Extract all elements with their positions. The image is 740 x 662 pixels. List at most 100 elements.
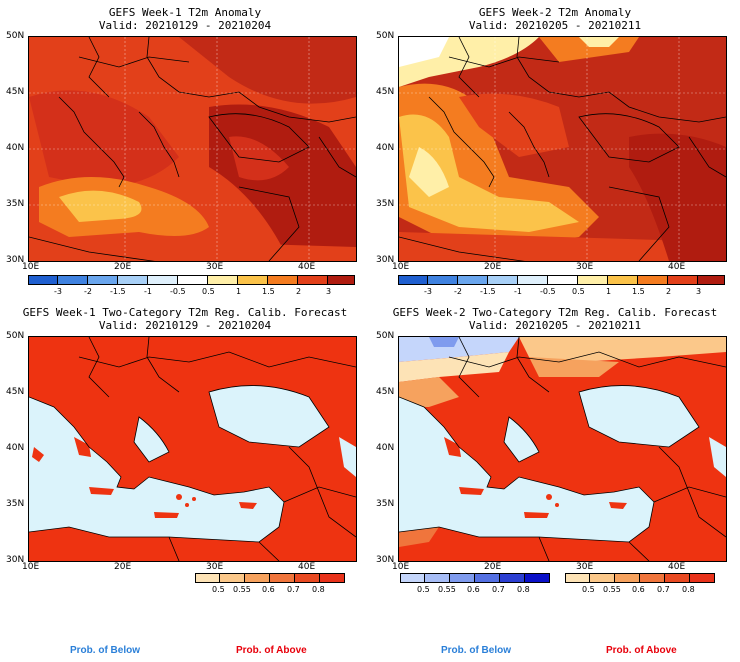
anomaly-map <box>28 36 357 262</box>
lat-label: 50N <box>6 31 25 41</box>
lat-label: 45N <box>6 387 25 397</box>
colorbar-swatch <box>398 275 428 285</box>
colorbar-label: 0.7 <box>287 585 300 594</box>
panel-week1-anomaly: GEFS Week-1 T2m Anomaly Valid: 20210129 … <box>0 0 370 330</box>
prob-below-label: Prob. of Below <box>441 645 511 656</box>
colorbar-label: 2 <box>666 287 672 296</box>
panel-week2-probability: GEFS Week-2 Two-Category T2m Reg. Calib.… <box>370 300 740 630</box>
colorbar-swatch <box>500 573 525 583</box>
colorbar-label: 0.5 <box>572 287 585 296</box>
lat-label: 50N <box>6 331 25 341</box>
colorbar-swatch <box>28 275 58 285</box>
colorbar-label: -1 <box>144 287 152 296</box>
colorbar-label: 0.7 <box>492 585 505 594</box>
colorbar-label: -2 <box>84 287 92 296</box>
lat-label: 40N <box>6 443 25 453</box>
colorbar-swatch <box>298 275 328 285</box>
colorbar-label: -1.5 <box>480 287 496 296</box>
colorbar-swatch <box>690 573 715 583</box>
colorbar-label: -0.5 <box>540 287 556 296</box>
colorbar-label: 3 <box>326 287 332 296</box>
colorbar-swatch <box>400 573 425 583</box>
lon-label: 20E <box>484 262 502 272</box>
colorbar-label: 0.7 <box>657 585 670 594</box>
lon-label: 10E <box>22 262 40 272</box>
colorbar-label: 0.6 <box>262 585 275 594</box>
lat-label: 40N <box>6 143 25 153</box>
colorbar-label: -3 <box>424 287 432 296</box>
lat-label: 50N <box>376 331 395 341</box>
panel-title: GEFS Week-2 T2m Anomaly <box>478 6 632 19</box>
lat-label: 30N <box>6 255 25 265</box>
lon-label: 40E <box>668 262 686 272</box>
lon-label: 10E <box>22 562 40 572</box>
lon-label: 30E <box>576 562 594 572</box>
panel-valid-dates: Valid: 20210129 - 20210204 <box>98 319 272 332</box>
prob-above-label: Prob. of Above <box>606 645 677 656</box>
colorbar-swatch <box>245 573 270 583</box>
lon-label: 20E <box>114 562 132 572</box>
lat-label: 40N <box>376 443 395 453</box>
lon-label: 10E <box>392 562 410 572</box>
colorbar-label: 0.55 <box>233 585 251 594</box>
colorbar-label: 0.55 <box>603 585 621 594</box>
colorbar-label: 1 <box>236 287 242 296</box>
colorbar-swatch <box>698 275 725 285</box>
colorbar-swatch <box>268 275 298 285</box>
lat-label: 30N <box>6 555 25 565</box>
colorbar-swatch <box>525 573 550 583</box>
lon-label: 40E <box>298 562 316 572</box>
anomaly-colorbar <box>398 275 725 285</box>
colorbar-swatch <box>450 573 475 583</box>
lat-label: 30N <box>376 555 395 565</box>
prob-above-colorbar <box>195 573 345 583</box>
colorbar-swatch <box>518 275 548 285</box>
prob-below-label: Prob. of Below <box>70 645 140 656</box>
colorbar-swatch <box>270 573 295 583</box>
lon-label: 20E <box>484 562 502 572</box>
colorbar-swatch <box>458 275 488 285</box>
colorbar-label: 0.8 <box>312 585 325 594</box>
colorbar-label: 0.5 <box>212 585 225 594</box>
colorbar-swatch <box>178 275 208 285</box>
colorbar-swatch <box>88 275 118 285</box>
colorbar-swatch <box>238 275 268 285</box>
lat-label: 40N <box>376 143 395 153</box>
colorbar-label: 0.55 <box>438 585 456 594</box>
lat-label: 35N <box>6 199 25 209</box>
colorbar-swatch <box>428 275 458 285</box>
lon-label: 30E <box>576 262 594 272</box>
colorbar-label: -1 <box>514 287 522 296</box>
lat-label: 45N <box>6 87 25 97</box>
colorbar-label: 1.5 <box>632 287 645 296</box>
lon-label: 30E <box>206 562 224 572</box>
colorbar-swatch <box>548 275 578 285</box>
colorbar-label: 0.6 <box>632 585 645 594</box>
panel-valid-dates: Valid: 20210205 - 20210211 <box>468 319 642 332</box>
colorbar-label: 0.5 <box>417 585 430 594</box>
colorbar-swatch <box>578 275 608 285</box>
colorbar-swatch <box>665 573 690 583</box>
colorbar-label: 3 <box>696 287 702 296</box>
colorbar-label: -0.5 <box>170 287 186 296</box>
colorbar-swatch <box>195 573 220 583</box>
lat-label: 35N <box>376 199 395 209</box>
colorbar-swatch <box>320 573 345 583</box>
colorbar-swatch <box>220 573 245 583</box>
anomaly-colorbar <box>28 275 355 285</box>
lon-label: 10E <box>392 262 410 272</box>
colorbar-label: 1.5 <box>262 287 275 296</box>
probability-map <box>398 336 727 562</box>
colorbar-swatch <box>668 275 698 285</box>
lon-label: 40E <box>668 562 686 572</box>
colorbar-swatch <box>295 573 320 583</box>
colorbar-label: -1.5 <box>110 287 126 296</box>
panel-valid-dates: Valid: 20210129 - 20210204 <box>98 19 272 32</box>
lat-label: 45N <box>376 87 395 97</box>
colorbar-label: 0.6 <box>467 585 480 594</box>
colorbar-label: 1 <box>606 287 612 296</box>
lat-label: 45N <box>376 387 395 397</box>
colorbar-swatch <box>118 275 148 285</box>
lat-label: 35N <box>6 499 25 509</box>
lat-label: 30N <box>376 255 395 265</box>
